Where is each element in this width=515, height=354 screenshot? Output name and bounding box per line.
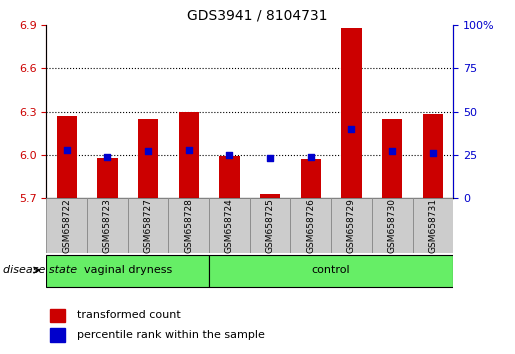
- Bar: [138, 119, 158, 198]
- Text: GSM658728: GSM658728: [184, 198, 193, 253]
- Text: transformed count: transformed count: [77, 310, 181, 320]
- Bar: [382, 119, 402, 198]
- Bar: [372, 198, 413, 253]
- Point: [225, 152, 233, 158]
- Point: [103, 154, 111, 159]
- Bar: [423, 114, 443, 198]
- Text: GSM658727: GSM658727: [144, 198, 152, 253]
- Bar: [209, 198, 250, 253]
- Text: GSM658725: GSM658725: [266, 198, 274, 253]
- Text: GSM658731: GSM658731: [428, 198, 437, 253]
- Text: GSM658726: GSM658726: [306, 198, 315, 253]
- Text: GSM658722: GSM658722: [62, 198, 71, 253]
- Bar: [168, 198, 209, 253]
- Text: percentile rank within the sample: percentile rank within the sample: [77, 330, 265, 340]
- Bar: [219, 156, 239, 198]
- Bar: [87, 198, 128, 253]
- Bar: [341, 28, 362, 198]
- Point: [347, 126, 355, 132]
- Bar: [46, 198, 87, 253]
- Bar: [331, 198, 372, 253]
- Text: GDS3941 / 8104731: GDS3941 / 8104731: [187, 9, 328, 23]
- Bar: [128, 198, 168, 253]
- Bar: [179, 112, 199, 198]
- Bar: [250, 198, 290, 253]
- Text: vaginal dryness: vaginal dryness: [83, 265, 172, 275]
- Bar: [50, 309, 65, 322]
- Point: [144, 149, 152, 154]
- Bar: [46, 255, 209, 287]
- Point: [62, 147, 71, 153]
- Point: [266, 155, 274, 161]
- Bar: [413, 198, 453, 253]
- Bar: [50, 328, 65, 342]
- Bar: [57, 116, 77, 198]
- Text: GSM658729: GSM658729: [347, 198, 356, 253]
- Bar: [209, 255, 453, 287]
- Bar: [97, 158, 117, 198]
- Text: disease state: disease state: [3, 265, 77, 275]
- Point: [428, 150, 437, 156]
- Text: GSM658723: GSM658723: [103, 198, 112, 253]
- Point: [306, 154, 315, 159]
- Point: [388, 149, 396, 154]
- Bar: [290, 198, 331, 253]
- Text: GSM658730: GSM658730: [388, 198, 397, 253]
- Bar: [301, 159, 321, 198]
- Point: [184, 147, 193, 153]
- Text: GSM658724: GSM658724: [225, 198, 234, 253]
- Bar: [260, 194, 280, 198]
- Text: control: control: [312, 265, 350, 275]
